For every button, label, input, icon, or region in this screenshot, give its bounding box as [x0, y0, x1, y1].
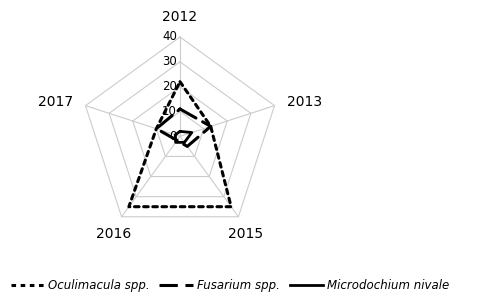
- Text: 40: 40: [162, 31, 177, 43]
- Text: 2015: 2015: [228, 227, 264, 241]
- Text: 2016: 2016: [96, 227, 132, 241]
- Text: 30: 30: [162, 55, 177, 68]
- Text: 2013: 2013: [287, 95, 322, 109]
- Legend: Oculimacula spp., Fusarium spp., Microdochium nivale: Oculimacula spp., Fusarium spp., Microdo…: [6, 275, 454, 297]
- Text: 0: 0: [170, 130, 177, 143]
- Text: 10: 10: [162, 105, 177, 118]
- Text: 20: 20: [162, 80, 177, 93]
- Text: 2017: 2017: [38, 95, 73, 109]
- Text: 2012: 2012: [162, 10, 198, 24]
